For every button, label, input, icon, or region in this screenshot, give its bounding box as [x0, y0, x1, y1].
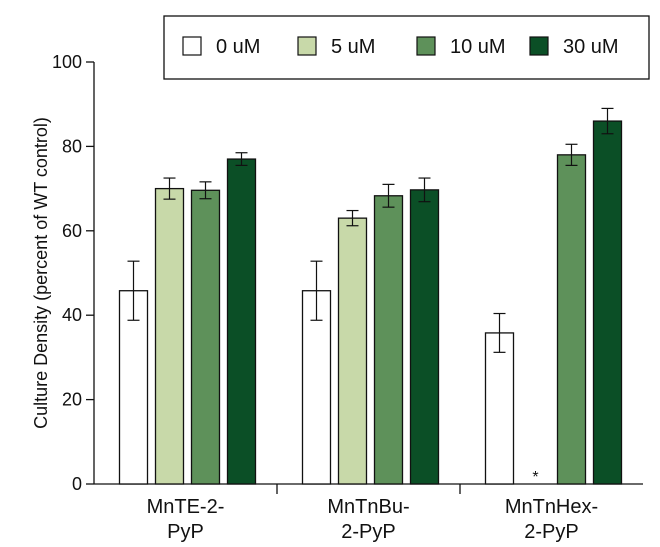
legend-label: 5 uM: [331, 36, 375, 58]
bar-5-um: [154, 187, 185, 485]
y-tick-label: 20: [62, 390, 82, 410]
x-category-label: 2-PyP: [524, 521, 578, 543]
y-tick-label: 80: [62, 136, 82, 156]
y-tick-label: 0: [72, 474, 82, 494]
bar-30-um: [409, 189, 440, 485]
bar-10-um: [190, 189, 221, 485]
x-category-label: 2-PyP: [341, 521, 395, 543]
bar-5-um: [337, 217, 368, 485]
x-category-label: MnTnBu-: [327, 496, 409, 518]
x-category-label: MnTnHex-: [505, 496, 598, 518]
bar-30-um: [226, 158, 257, 485]
legend-swatch-5-um: [297, 36, 317, 56]
bar-30-um: [592, 120, 623, 485]
legend-swatch-30-um: [529, 36, 549, 56]
bar-10-um: [556, 154, 587, 485]
x-category-label: PyP: [167, 521, 204, 543]
annotation-asterisk: *: [532, 469, 538, 486]
x-category-label: MnTE-2-: [147, 496, 225, 518]
legend-label: 30 uM: [563, 36, 619, 58]
y-axis-title: Culture Density (percent of WT control): [31, 117, 51, 429]
legend-box: [163, 15, 650, 80]
legend-swatch-0-um: [182, 36, 202, 56]
bar-0-um: [484, 332, 515, 485]
y-tick-label: 100: [52, 52, 82, 72]
bar-10-um: [373, 195, 404, 485]
legend-label: 0 uM: [216, 36, 260, 58]
legend-label: 10 uM: [450, 36, 506, 58]
legend-swatch-10-um: [416, 36, 436, 56]
y-tick-label: 60: [62, 221, 82, 241]
bar-0-um: [301, 290, 332, 485]
y-tick-label: 40: [62, 305, 82, 325]
